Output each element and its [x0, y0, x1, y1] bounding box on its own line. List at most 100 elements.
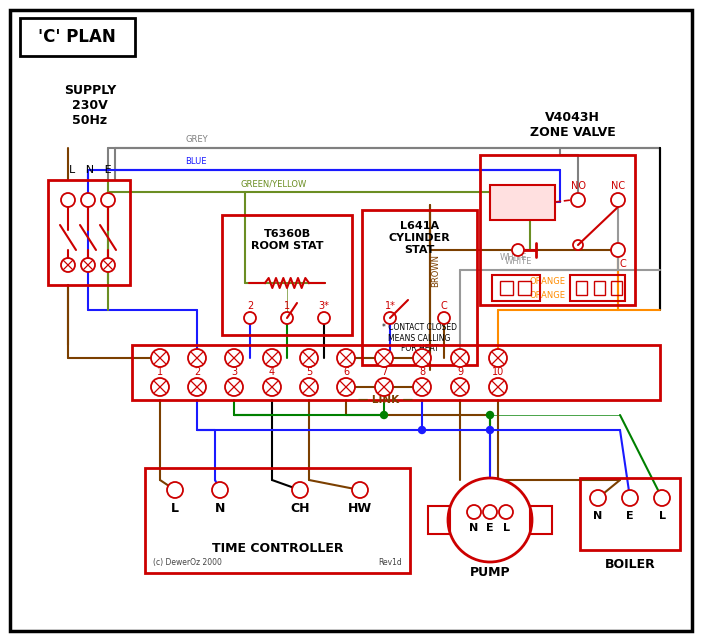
Bar: [570, 275, 625, 301]
Circle shape: [654, 490, 670, 506]
Circle shape: [292, 482, 308, 498]
Text: (c) DewerOz 2000: (c) DewerOz 2000: [153, 558, 222, 567]
Text: NO: NO: [571, 181, 585, 191]
Circle shape: [573, 240, 583, 250]
Circle shape: [489, 349, 507, 367]
Text: 3*: 3*: [319, 301, 329, 311]
Bar: [580, 478, 680, 550]
Circle shape: [622, 490, 638, 506]
Circle shape: [167, 482, 183, 498]
Text: 1: 1: [157, 367, 163, 377]
Circle shape: [300, 349, 318, 367]
Circle shape: [489, 378, 507, 396]
Circle shape: [300, 378, 318, 396]
Text: L: L: [171, 501, 179, 515]
Bar: [20, 18, 135, 56]
Circle shape: [590, 490, 606, 506]
Text: — LINK —: — LINK —: [357, 395, 413, 405]
Circle shape: [451, 378, 469, 396]
Circle shape: [486, 412, 494, 419]
Circle shape: [337, 378, 355, 396]
Circle shape: [244, 312, 256, 324]
Text: N: N: [215, 501, 225, 515]
Circle shape: [151, 349, 169, 367]
Circle shape: [225, 378, 243, 396]
Circle shape: [263, 378, 281, 396]
Bar: [145, 468, 410, 573]
Text: GREEN/YELLOW: GREEN/YELLOW: [240, 179, 306, 188]
Circle shape: [375, 378, 393, 396]
Text: 2: 2: [194, 367, 200, 377]
Text: L   N   E: L N E: [69, 165, 112, 175]
Text: L: L: [503, 523, 510, 533]
Circle shape: [188, 349, 206, 367]
Text: L641A
CYLINDER
STAT: L641A CYLINDER STAT: [389, 221, 451, 254]
Circle shape: [352, 482, 368, 498]
Circle shape: [486, 426, 494, 433]
Text: WHITE: WHITE: [500, 253, 527, 262]
Text: GREY: GREY: [185, 135, 208, 144]
Text: 1*: 1*: [385, 301, 395, 311]
Text: ORANGE: ORANGE: [530, 277, 566, 286]
Text: 10: 10: [492, 367, 504, 377]
Circle shape: [101, 258, 115, 272]
Text: ORANGE: ORANGE: [530, 291, 566, 300]
Text: 4: 4: [269, 367, 275, 377]
Text: PUMP: PUMP: [470, 565, 510, 578]
Circle shape: [81, 258, 95, 272]
Bar: [576, 281, 587, 295]
Text: WHITE: WHITE: [505, 257, 532, 266]
Circle shape: [512, 244, 524, 256]
Circle shape: [318, 312, 330, 324]
Bar: [222, 215, 352, 335]
Circle shape: [483, 505, 497, 519]
Text: 1: 1: [284, 301, 290, 311]
Circle shape: [499, 505, 513, 519]
Bar: [132, 345, 660, 400]
Circle shape: [467, 505, 481, 519]
Text: E: E: [486, 523, 494, 533]
Circle shape: [337, 349, 355, 367]
Text: N: N: [470, 523, 479, 533]
Text: C: C: [620, 259, 626, 269]
Text: Rev1d: Rev1d: [378, 558, 402, 567]
Text: BLUE: BLUE: [185, 157, 206, 166]
Circle shape: [611, 243, 625, 257]
Text: HW: HW: [348, 501, 372, 515]
Bar: [480, 155, 635, 305]
Circle shape: [413, 349, 431, 367]
Text: M: M: [515, 194, 529, 210]
Circle shape: [571, 193, 585, 207]
Text: 6: 6: [343, 367, 349, 377]
Text: 5: 5: [306, 367, 312, 377]
Text: N: N: [593, 511, 602, 521]
Text: NC: NC: [611, 181, 625, 191]
Circle shape: [380, 412, 388, 419]
Text: L: L: [658, 511, 665, 521]
Bar: [490, 185, 555, 220]
Circle shape: [212, 482, 228, 498]
Circle shape: [451, 349, 469, 367]
Circle shape: [384, 312, 396, 324]
Bar: [48, 180, 130, 285]
Bar: [530, 506, 552, 534]
Text: E: E: [626, 511, 634, 521]
Text: CH: CH: [290, 501, 310, 515]
Bar: [492, 275, 540, 301]
Circle shape: [413, 378, 431, 396]
Text: BOILER: BOILER: [604, 558, 656, 570]
Circle shape: [448, 478, 532, 562]
Text: SUPPLY
230V
50Hz: SUPPLY 230V 50Hz: [64, 83, 116, 126]
Circle shape: [188, 378, 206, 396]
Circle shape: [281, 312, 293, 324]
Text: 3: 3: [231, 367, 237, 377]
Bar: [362, 210, 477, 365]
Text: 'C' PLAN: 'C' PLAN: [38, 28, 116, 46]
Bar: [611, 281, 622, 295]
Circle shape: [438, 312, 450, 324]
Circle shape: [81, 193, 95, 207]
Text: 8: 8: [419, 367, 425, 377]
Circle shape: [151, 378, 169, 396]
Text: C: C: [441, 301, 447, 311]
Bar: [500, 281, 513, 295]
